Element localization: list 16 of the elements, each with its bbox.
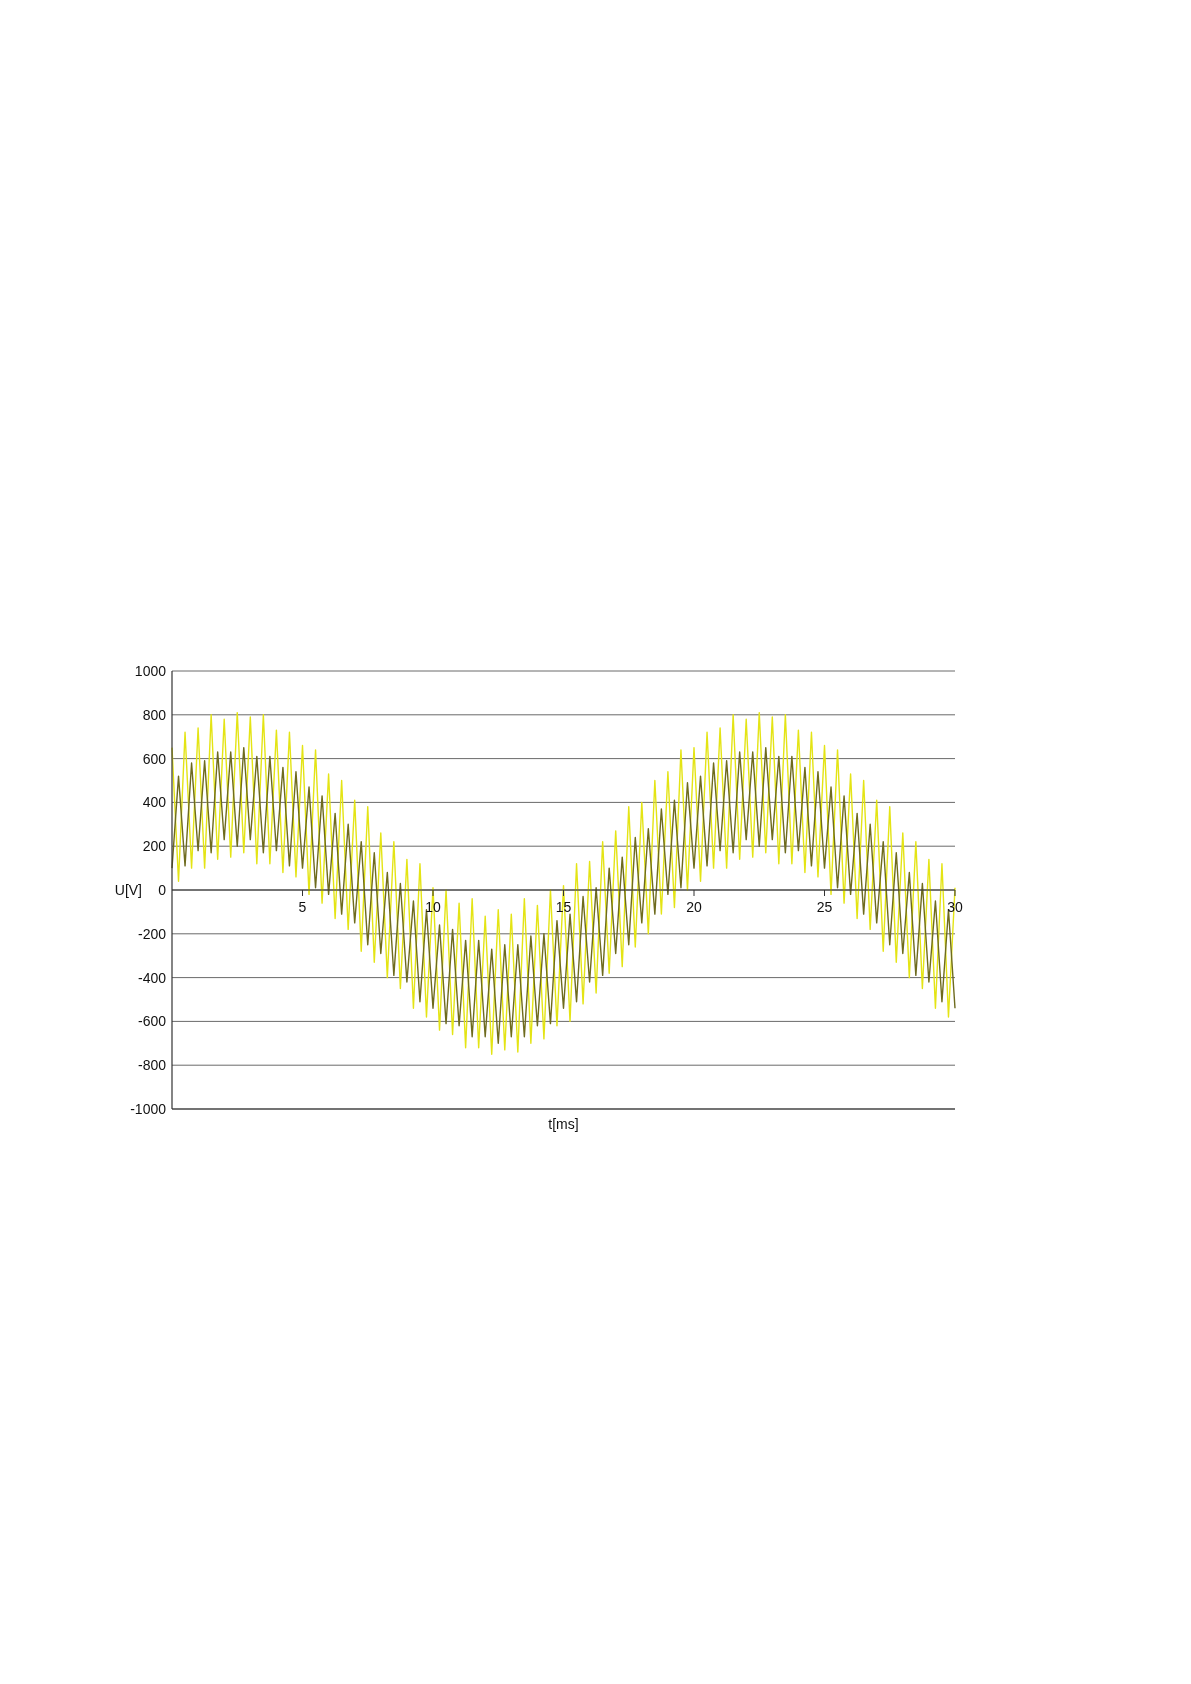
x-tick-label: 25	[816, 899, 833, 915]
y-tick-label: 200	[142, 838, 167, 855]
y-tick-label: -200	[137, 925, 167, 942]
y-tick-label: 1000	[134, 662, 167, 679]
y-tick-label: -1000	[130, 1100, 167, 1117]
y-tick-label: 600	[142, 750, 167, 767]
x-tick-label: 5	[298, 899, 307, 915]
x-tick-label: 20	[686, 899, 702, 915]
x-axis-title: t[ms]	[548, 1116, 579, 1132]
y-tick-label: -800	[137, 1057, 167, 1074]
y-tick-label: 0	[158, 881, 167, 898]
y-tick-label: 400	[142, 794, 167, 811]
y-tick-label: -600	[137, 1013, 167, 1030]
y-axis-title: U[V]	[114, 881, 142, 898]
y-tick-label: 800	[142, 706, 167, 723]
y-tick-label: -400	[137, 969, 167, 986]
